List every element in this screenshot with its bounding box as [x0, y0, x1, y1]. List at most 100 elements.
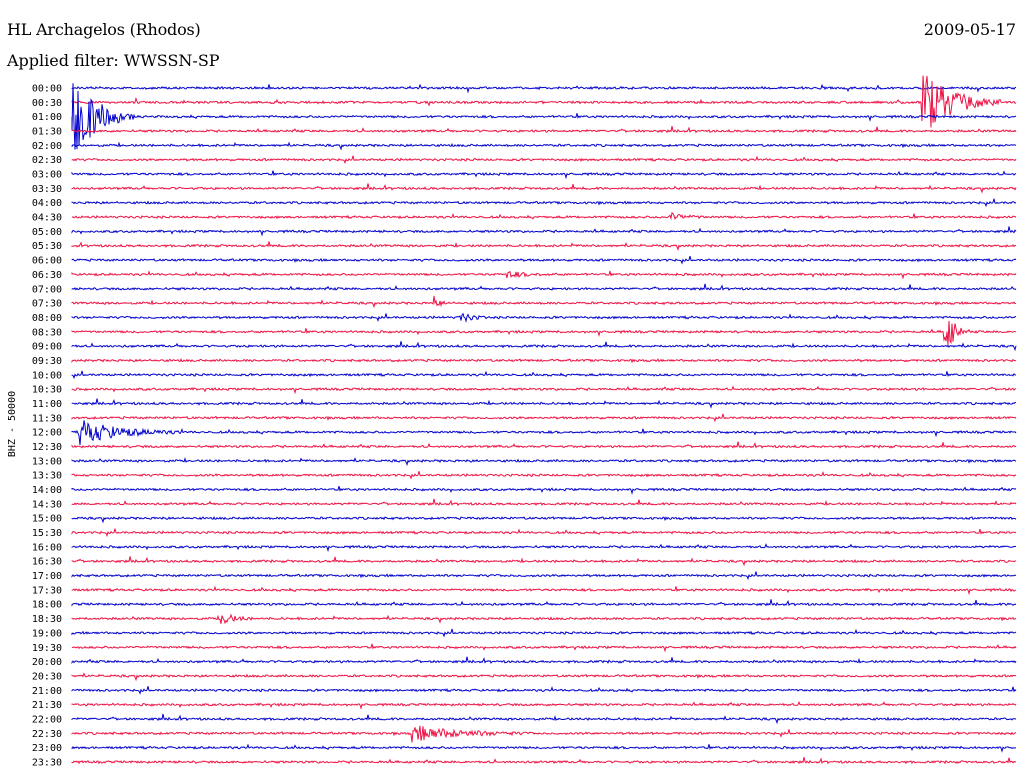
row-time-label: 06:00 — [32, 256, 62, 267]
trace-row — [71, 471, 1017, 480]
row-time-label: 23:30 — [32, 757, 62, 768]
trace-row — [71, 700, 1017, 710]
row-time-label: 02:30 — [32, 155, 62, 166]
trace-row — [71, 656, 1017, 665]
trace-row — [71, 83, 1017, 94]
row-time-label: 08:00 — [32, 313, 62, 324]
trace-row — [71, 543, 1017, 553]
trace-row — [71, 498, 1017, 507]
row-time-label: 17:30 — [32, 585, 62, 596]
station-title: HL Archagelos (Rhodos) — [7, 20, 201, 39]
trace-row — [71, 613, 1017, 625]
row-time-label: 18:00 — [32, 600, 62, 611]
trace-row — [71, 756, 1017, 765]
row-time-label: 22:30 — [32, 729, 62, 740]
row-time-label: 06:30 — [32, 270, 62, 281]
trace-row — [71, 686, 1017, 695]
row-time-label: 20:30 — [32, 671, 62, 682]
trace-row — [71, 255, 1017, 265]
trace-row — [71, 183, 1017, 194]
row-time-label: 07:00 — [32, 284, 62, 295]
row-time-label: 13:00 — [32, 456, 62, 467]
row-time-label: 18:30 — [32, 614, 62, 625]
row-time-label: 10:00 — [32, 370, 62, 381]
trace-row — [71, 398, 1017, 409]
trace-row — [71, 241, 1017, 252]
trace-row — [71, 295, 1017, 309]
trace-row — [71, 556, 1017, 567]
row-time-label: 23:00 — [32, 743, 62, 754]
trace-row — [71, 571, 1017, 581]
row-time-label: 02:00 — [32, 141, 62, 152]
row-time-label: 13:30 — [32, 471, 62, 482]
trace-row — [71, 141, 1017, 151]
trace-row — [71, 413, 1017, 423]
trace-row — [71, 713, 1017, 725]
row-time-label: 04:30 — [32, 213, 62, 224]
row-time-label: 08:30 — [32, 327, 62, 338]
row-time-label: 12:30 — [32, 442, 62, 453]
trace-row — [71, 420, 1017, 446]
row-time-label: 14:00 — [32, 485, 62, 496]
trace-row — [71, 485, 1017, 495]
trace-row — [71, 628, 1017, 638]
trace-row — [71, 125, 1017, 134]
trace-row — [71, 198, 1017, 208]
trace-row — [71, 585, 1017, 596]
row-time-label: 03:30 — [32, 184, 62, 195]
trace-row — [71, 599, 1017, 607]
trace-row — [71, 83, 1017, 150]
trace-row — [71, 457, 1017, 467]
row-time-label: 21:00 — [32, 686, 62, 697]
row-time-label: 21:30 — [32, 700, 62, 711]
row-time-label: 11:00 — [32, 399, 62, 410]
date-label: 2009-05-17 — [923, 20, 1016, 39]
trace-row — [71, 341, 1017, 352]
filter-label: Applied filter: WWSSN-SP — [7, 51, 220, 70]
row-time-label: 20:00 — [32, 657, 62, 668]
row-time-label: 04:00 — [32, 198, 62, 209]
row-time-label: 09:00 — [32, 342, 62, 353]
row-time-label: 07:30 — [32, 299, 62, 310]
row-time-label: 12:00 — [32, 428, 62, 439]
row-time-label: 17:00 — [32, 571, 62, 582]
row-time-label: 15:00 — [32, 514, 62, 525]
channel-scale-label: BHZ - 50000 — [7, 391, 18, 457]
row-time-label: 03:00 — [32, 170, 62, 181]
trace-row — [71, 743, 1017, 753]
trace-row — [71, 320, 1017, 346]
row-time-label: 19:00 — [32, 628, 62, 639]
trace-row — [71, 312, 1017, 323]
row-time-label: 14:30 — [32, 499, 62, 510]
row-time-label: 16:30 — [32, 557, 62, 568]
trace-row — [71, 283, 1017, 291]
trace-row — [71, 226, 1017, 237]
trace-row — [71, 358, 1017, 364]
row-time-label: 09:30 — [32, 356, 62, 367]
row-time-label: 11:30 — [32, 413, 62, 424]
row-time-label: 01:30 — [32, 127, 62, 138]
trace-row — [71, 643, 1017, 653]
trace-row — [71, 528, 1017, 538]
row-time-label: 05:30 — [32, 241, 62, 252]
trace-row — [71, 672, 1017, 682]
row-time-label: 10:30 — [32, 385, 62, 396]
trace-row — [71, 441, 1017, 449]
row-time-label: 22:00 — [32, 714, 62, 725]
row-time-label: 00:00 — [32, 84, 62, 95]
trace-row — [71, 515, 1017, 524]
trace-row — [71, 270, 1017, 280]
trace-row — [71, 370, 1017, 380]
row-time-label: 05:00 — [32, 227, 62, 238]
row-time-label: 16:00 — [32, 542, 62, 553]
trace-row — [71, 75, 1017, 128]
trace-row — [71, 725, 1017, 743]
row-time-label: 00:30 — [32, 98, 62, 109]
trace-row — [71, 211, 1017, 221]
trace-row — [71, 155, 1017, 165]
row-time-label: 15:30 — [32, 528, 62, 539]
trace-row — [71, 385, 1017, 395]
row-time-label: 19:30 — [32, 643, 62, 654]
row-time-label: 01:00 — [32, 112, 62, 123]
